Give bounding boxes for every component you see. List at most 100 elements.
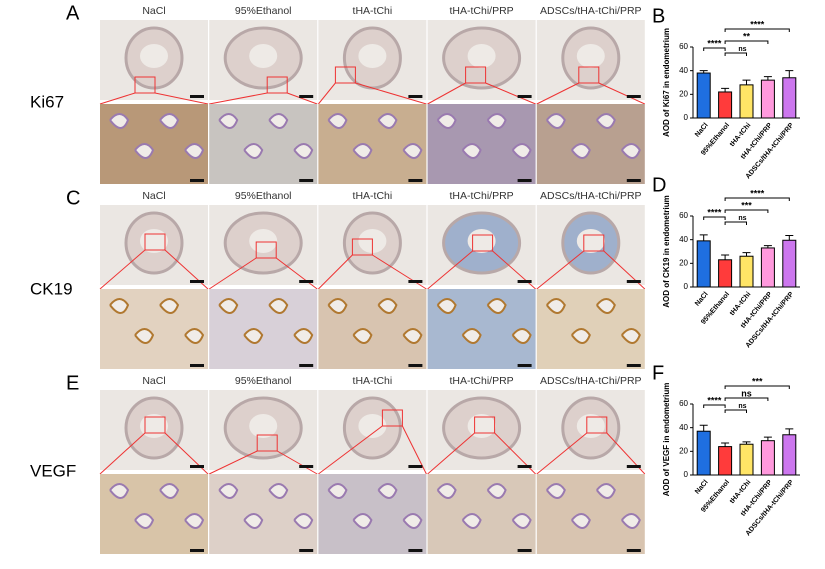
zoom-line <box>209 92 268 105</box>
gland <box>159 113 180 129</box>
gland <box>218 298 239 314</box>
gland <box>461 143 482 159</box>
zoom-line <box>427 82 466 105</box>
lumen <box>140 44 168 68</box>
x-tick-label: NaCl <box>694 291 710 308</box>
gland <box>159 298 180 314</box>
significance-bracket <box>724 209 769 213</box>
column-header: tHA-tChi/PRP <box>450 375 514 387</box>
gland <box>596 483 616 499</box>
lumen <box>249 414 278 438</box>
zoom-line <box>485 82 536 105</box>
error-bar <box>721 87 730 92</box>
gland <box>436 298 457 314</box>
lumen <box>576 44 605 68</box>
gland <box>402 143 423 159</box>
error-bar <box>721 254 730 260</box>
scale-bar <box>517 465 532 468</box>
bar <box>718 91 733 119</box>
zoom-line <box>536 250 585 290</box>
gland <box>159 483 180 499</box>
bar <box>739 443 754 476</box>
bar <box>696 72 711 119</box>
zoom-box <box>255 241 277 259</box>
y-tick-label: 20 <box>679 258 688 267</box>
significance-label: ns <box>738 46 746 53</box>
gland <box>268 113 289 129</box>
scale-bar <box>626 280 641 283</box>
gland <box>134 513 155 529</box>
gland <box>377 298 398 314</box>
gland <box>109 113 130 129</box>
significance-bracket <box>703 216 726 220</box>
column-header: ADSCs/tHA-tChi/PRP <box>540 190 642 202</box>
lumen <box>576 414 605 438</box>
scale-bar <box>408 95 423 98</box>
scale-bar <box>299 179 314 182</box>
gland <box>377 113 398 129</box>
gland <box>436 113 457 129</box>
gland <box>109 298 130 314</box>
zoom-box <box>266 76 288 94</box>
gland <box>293 143 314 159</box>
scale-bar <box>190 95 204 98</box>
bar <box>782 239 797 288</box>
zoom-line <box>598 82 646 105</box>
scale-bar <box>299 465 314 468</box>
gland <box>109 483 130 499</box>
error-bar <box>763 245 772 248</box>
significance-bracket <box>703 47 726 51</box>
zoom-line <box>536 82 580 105</box>
scale-bar <box>626 549 641 552</box>
significance-bracket <box>724 197 790 201</box>
gland <box>243 328 264 344</box>
column-header: 95%Ethanol <box>235 190 292 202</box>
zoom-box <box>144 416 166 434</box>
y-axis-label: AOD of Ki67 in endometrium <box>662 28 671 137</box>
significance-bracket <box>724 40 769 44</box>
bar <box>760 440 775 476</box>
y-tick-label: 60 <box>679 211 688 220</box>
zoom-line <box>318 254 353 290</box>
panel-letter: E <box>66 372 79 394</box>
scale-bar <box>408 465 423 468</box>
significance-label: **** <box>750 19 765 29</box>
bar <box>718 446 733 476</box>
scale-bar <box>517 95 532 98</box>
error-bar <box>763 436 772 441</box>
lumen <box>249 44 278 68</box>
significance-label: ns <box>738 403 746 410</box>
bar <box>782 434 797 476</box>
zoom-line <box>427 250 473 290</box>
zoom-box <box>256 434 278 452</box>
y-tick-label: 40 <box>679 423 688 432</box>
column-header: tHA-tChi/PRP <box>450 190 514 202</box>
y-tick-label: 40 <box>679 66 688 75</box>
gland <box>293 513 314 529</box>
gland <box>546 113 566 129</box>
gland <box>377 483 398 499</box>
scale-bar <box>299 280 314 283</box>
gland <box>436 483 457 499</box>
y-axis-label: AOD of CK19 in endometrium <box>662 195 671 307</box>
scale-bar <box>299 364 314 367</box>
gland <box>571 328 591 344</box>
y-tick-label: 20 <box>679 89 688 98</box>
gland <box>184 328 205 344</box>
scale-bar <box>190 364 204 367</box>
scale-bar <box>626 364 641 367</box>
significance-label: **** <box>707 395 722 405</box>
error-bar <box>742 441 751 445</box>
significance-label: ns <box>741 388 752 398</box>
lumen <box>140 414 168 438</box>
lumen <box>358 44 387 68</box>
significance-label: **** <box>750 188 765 198</box>
gland <box>596 113 616 129</box>
scale-bar <box>626 179 641 182</box>
scale-bar <box>517 179 532 182</box>
scale-bar <box>190 465 204 468</box>
scale-bar <box>190 179 204 182</box>
gland <box>218 483 239 499</box>
gland <box>134 328 155 344</box>
